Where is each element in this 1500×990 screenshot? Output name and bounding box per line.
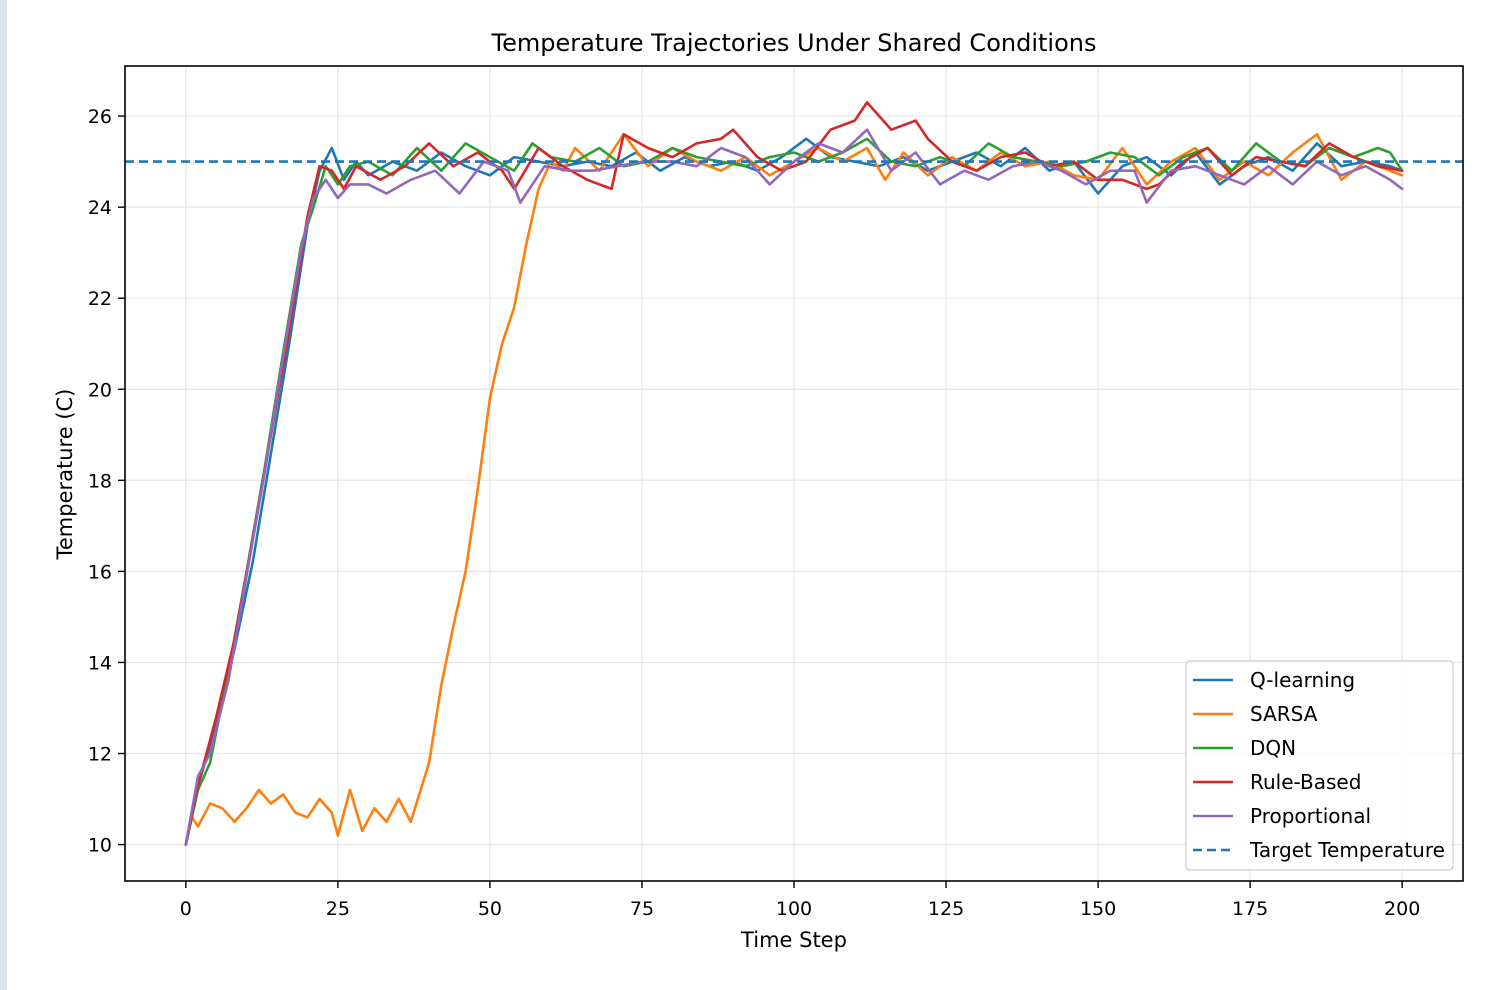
y-tick-label: 24 xyxy=(88,197,112,219)
x-tick-label: 0 xyxy=(180,898,192,920)
y-tick-label: 10 xyxy=(88,835,112,857)
x-tick-label: 100 xyxy=(776,898,812,920)
legend-label-rule-based: Rule-Based xyxy=(1250,770,1361,794)
x-tick-label: 125 xyxy=(928,898,964,920)
x-tick-label: 75 xyxy=(630,898,654,920)
x-tick-label: 25 xyxy=(326,898,350,920)
series-line-proportional xyxy=(184,128,1404,846)
x-tick-label: 175 xyxy=(1232,898,1268,920)
legend-label-proportional: Proportional xyxy=(1250,804,1371,828)
y-tick-label: 14 xyxy=(88,652,112,674)
legend-label-target-temperature: Target Temperature xyxy=(1249,838,1445,862)
y-tick-label: 22 xyxy=(88,288,112,310)
x-tick-label: 50 xyxy=(478,898,502,920)
series-lines xyxy=(125,101,1463,846)
y-axis-title: Temperature (C) xyxy=(53,389,77,561)
series-line-rule-based xyxy=(184,101,1404,846)
series-line-dqn xyxy=(184,137,1404,846)
x-tick-label: 200 xyxy=(1384,898,1420,920)
legend-box xyxy=(1185,660,1454,871)
x-tick-label: 150 xyxy=(1080,898,1116,920)
legend-label-dqn: DQN xyxy=(1250,736,1296,760)
window-left-edge xyxy=(0,0,7,990)
legend-label-sarsa: SARSA xyxy=(1250,702,1318,726)
y-tick-label: 16 xyxy=(88,561,112,583)
axis-ticks: 0 25 50 75 100 125 150 175 200 10 12 14 16 18 20 22 24 26 xyxy=(88,106,1421,920)
legend-label-q-learning: Q-learning xyxy=(1250,668,1355,692)
y-tick-label: 18 xyxy=(88,470,112,492)
x-axis-title: Time Step xyxy=(740,928,847,952)
y-tick-label: 20 xyxy=(88,379,112,401)
chart-title: Temperature Trajectories Under Shared Co… xyxy=(491,29,1097,57)
y-tick-label: 12 xyxy=(88,744,112,766)
y-tick-label: 26 xyxy=(88,106,112,128)
legend: Q-learning SARSA DQN Rule-Based Proportional… xyxy=(1185,660,1454,871)
